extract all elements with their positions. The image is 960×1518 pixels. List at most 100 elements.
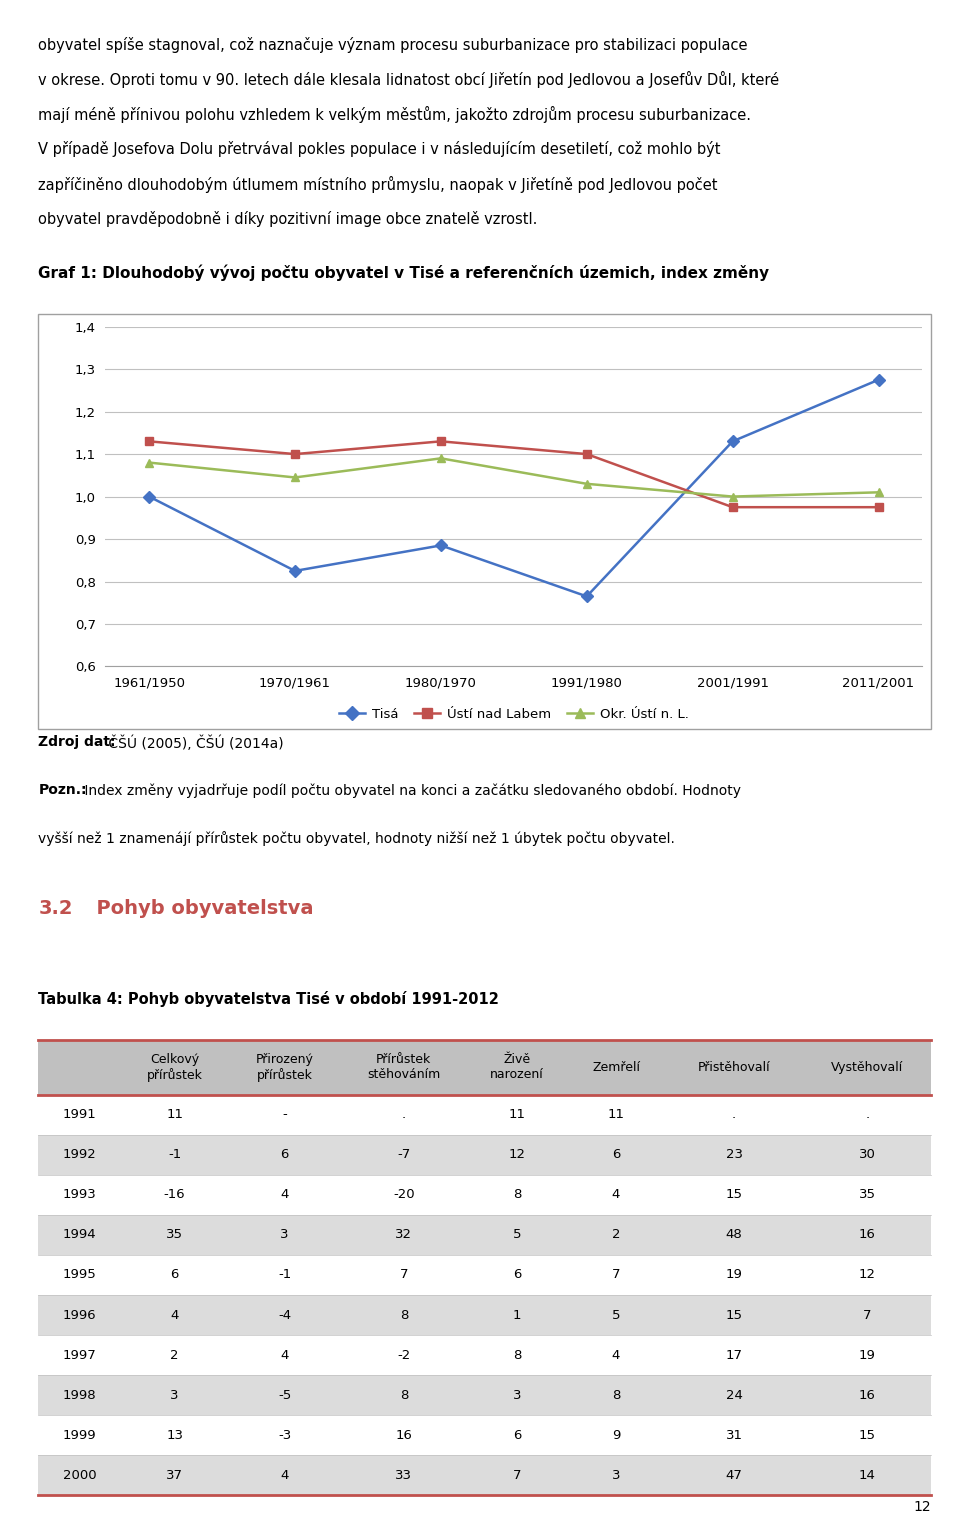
Bar (664, 1214, 804, 1255)
Text: -: - (282, 1108, 287, 1122)
Text: 17: 17 (726, 1348, 743, 1362)
Text: 8: 8 (399, 1309, 408, 1322)
Bar (228, 1214, 341, 1255)
Text: 1998: 1998 (62, 1389, 96, 1401)
Bar (341, 1295, 467, 1334)
Bar (664, 1040, 804, 1094)
Bar (341, 1255, 467, 1295)
Text: 15: 15 (726, 1189, 743, 1201)
Bar (567, 1040, 664, 1094)
Bar (121, 1456, 228, 1495)
Bar (664, 1175, 804, 1214)
Text: Přistěhovalí: Přistěhovalí (698, 1061, 771, 1073)
Bar (341, 1175, 467, 1214)
Bar (804, 1375, 931, 1415)
Bar (664, 1094, 804, 1135)
Text: zapříčiněno dlouhodobým útlumem místního průmyslu, naopak v Jiřetíně pod Jedlovo: zapříčiněno dlouhodobým útlumem místního… (38, 176, 718, 193)
Bar (467, 1214, 567, 1255)
Text: 6: 6 (513, 1428, 521, 1442)
Bar (121, 1175, 228, 1214)
Text: 3: 3 (170, 1389, 179, 1401)
Bar (121, 1334, 228, 1375)
Text: .: . (402, 1108, 406, 1122)
Bar (228, 1094, 341, 1135)
Bar (567, 1175, 664, 1214)
Bar (121, 1295, 228, 1334)
Text: 8: 8 (612, 1389, 620, 1401)
Bar (38, 1135, 121, 1175)
Bar (38, 1175, 121, 1214)
Text: 1991: 1991 (62, 1108, 97, 1122)
Bar (567, 1375, 664, 1415)
Text: 7: 7 (399, 1269, 408, 1281)
Bar (804, 1040, 931, 1094)
Text: 12: 12 (509, 1148, 525, 1161)
Bar (228, 1415, 341, 1456)
Bar (38, 1255, 121, 1295)
Bar (38, 1094, 121, 1135)
Text: Zdroj dat:: Zdroj dat: (38, 735, 116, 750)
Bar (467, 1135, 567, 1175)
Bar (804, 1214, 931, 1255)
Text: -1: -1 (278, 1269, 291, 1281)
Text: 33: 33 (396, 1469, 413, 1482)
Bar (228, 1040, 341, 1094)
Bar (38, 1415, 121, 1456)
Bar (121, 1415, 228, 1456)
Text: 7: 7 (612, 1269, 620, 1281)
Text: 16: 16 (859, 1228, 876, 1242)
Text: 1997: 1997 (62, 1348, 97, 1362)
Text: 3: 3 (513, 1389, 521, 1401)
Bar (341, 1040, 467, 1094)
Text: 11: 11 (509, 1108, 525, 1122)
Text: ČŠÚ (2005), ČŠÚ (2014a): ČŠÚ (2005), ČŠÚ (2014a) (104, 735, 283, 751)
Text: 6: 6 (513, 1269, 521, 1281)
Text: Vystěhovalí: Vystěhovalí (831, 1061, 903, 1073)
Text: 32: 32 (396, 1228, 413, 1242)
Bar (804, 1415, 931, 1456)
Text: Přirozený
přírůstek: Přirozený přírůstek (255, 1052, 314, 1082)
Bar (567, 1415, 664, 1456)
Bar (38, 1375, 121, 1415)
FancyBboxPatch shape (38, 314, 931, 729)
Bar (664, 1375, 804, 1415)
Bar (467, 1334, 567, 1375)
Text: 6: 6 (280, 1148, 289, 1161)
Text: -4: -4 (278, 1309, 291, 1322)
Bar (567, 1295, 664, 1334)
Bar (804, 1456, 931, 1495)
Text: 5: 5 (612, 1309, 620, 1322)
Bar (567, 1334, 664, 1375)
Text: 2: 2 (612, 1228, 620, 1242)
Text: Pohyb obyvatelstva: Pohyb obyvatelstva (83, 899, 314, 918)
Bar (38, 1456, 121, 1495)
Text: 48: 48 (726, 1228, 742, 1242)
Text: Přírůstek
stěhováním: Přírůstek stěhováním (368, 1053, 441, 1081)
Text: 2: 2 (170, 1348, 179, 1362)
Bar (467, 1094, 567, 1135)
Bar (664, 1255, 804, 1295)
Bar (467, 1375, 567, 1415)
Bar (121, 1135, 228, 1175)
Text: 8: 8 (513, 1189, 521, 1201)
Text: -20: -20 (393, 1189, 415, 1201)
Bar (341, 1456, 467, 1495)
Text: 35: 35 (859, 1189, 876, 1201)
Text: 24: 24 (726, 1389, 743, 1401)
Bar (121, 1040, 228, 1094)
Text: V případě Josefova Dolu přetrvával pokles populace i v následujícím desetiletí, : V případě Josefova Dolu přetrvával pokle… (38, 141, 721, 156)
Text: 4: 4 (280, 1469, 289, 1482)
Text: Celkový
přírůstek: Celkový přírůstek (147, 1052, 203, 1082)
Bar (467, 1040, 567, 1094)
Bar (467, 1295, 567, 1334)
Text: 2000: 2000 (62, 1469, 96, 1482)
Text: 9: 9 (612, 1428, 620, 1442)
Text: 31: 31 (726, 1428, 743, 1442)
Bar (228, 1375, 341, 1415)
Bar (664, 1295, 804, 1334)
Bar (121, 1094, 228, 1135)
Text: -3: -3 (278, 1428, 291, 1442)
Bar (804, 1094, 931, 1135)
Text: 15: 15 (859, 1428, 876, 1442)
Text: v okrese. Oproti tomu v 90. letech dále klesala lidnatost obcí Jiřetín pod Jedlo: v okrese. Oproti tomu v 90. letech dále … (38, 71, 780, 88)
